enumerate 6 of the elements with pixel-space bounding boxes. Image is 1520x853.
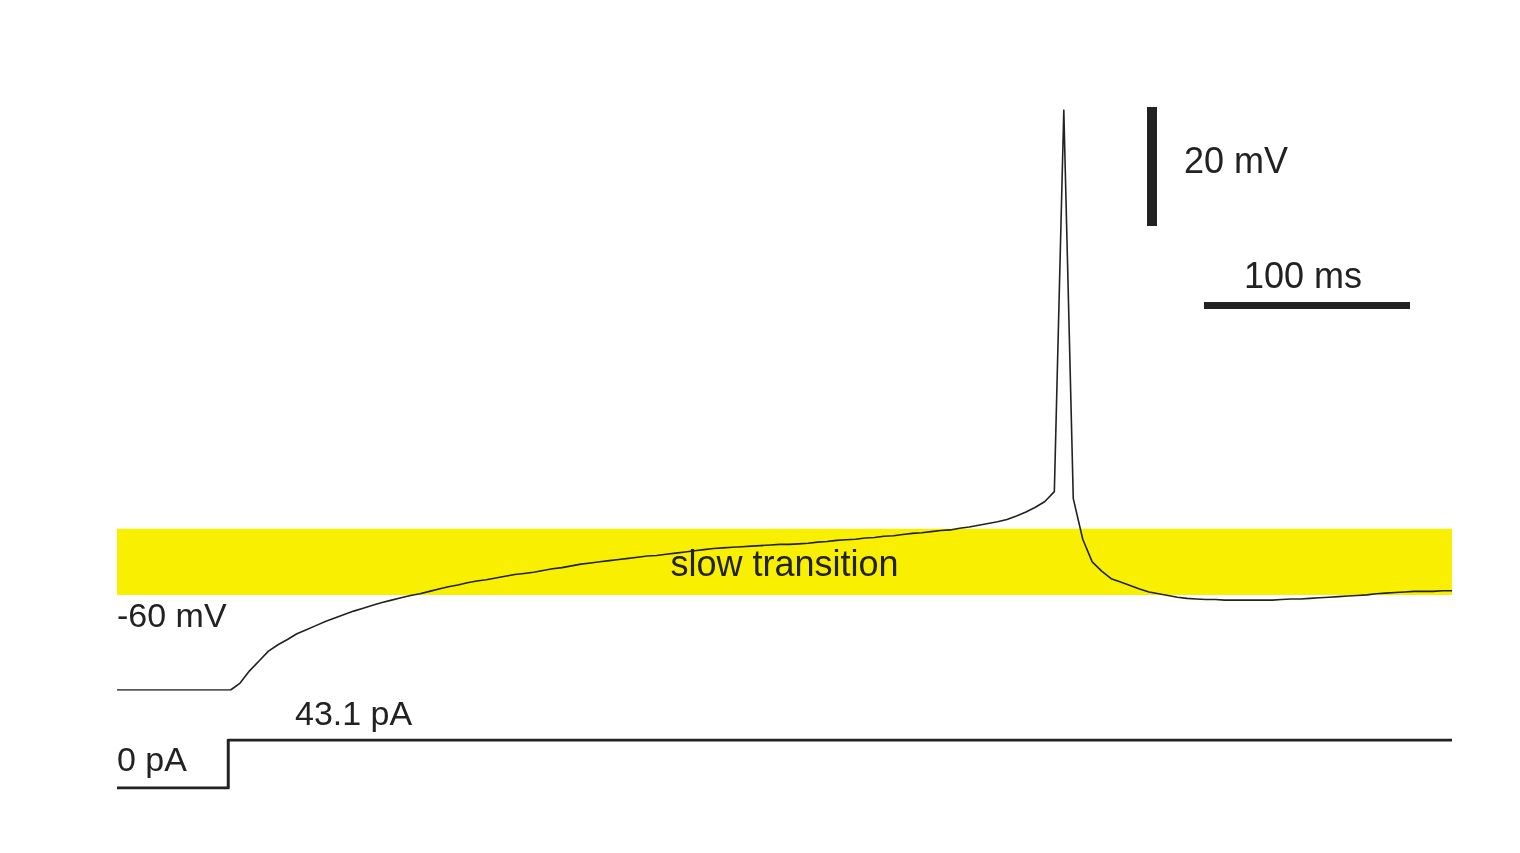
- band-label: slow transition: [670, 542, 899, 584]
- text: 43.1 pA: [295, 694, 413, 733]
- annotation: 100 ms: [1244, 255, 1363, 297]
- annotation: 0 pA: [117, 740, 187, 779]
- annotation: -60 mV: [117, 596, 227, 635]
- annotation: 20 mV: [1184, 140, 1289, 182]
